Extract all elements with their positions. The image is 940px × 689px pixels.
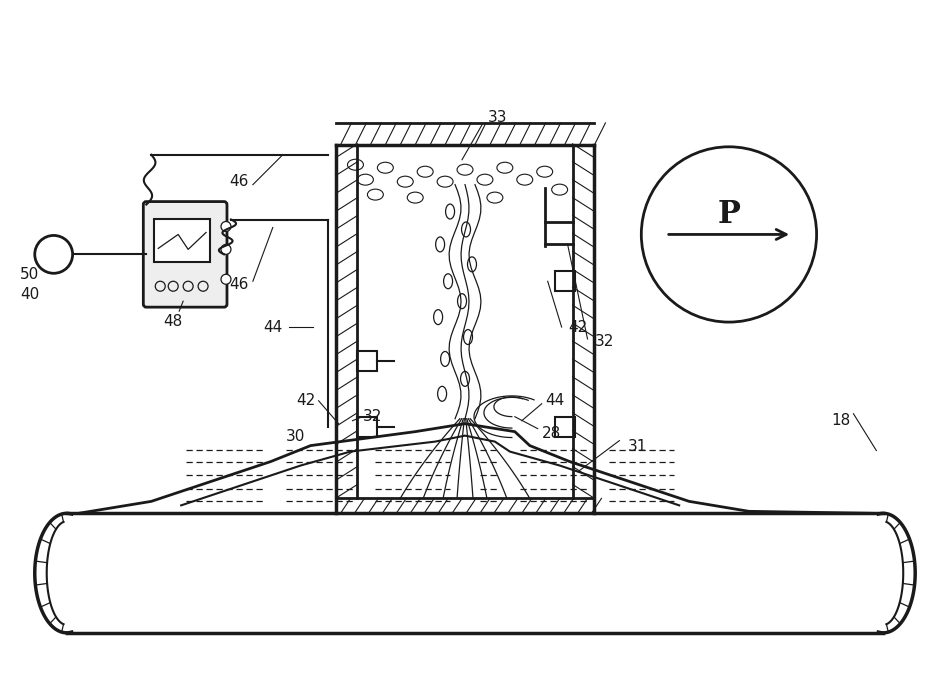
Text: P: P (717, 199, 741, 230)
Circle shape (35, 236, 72, 274)
Bar (357, 417, 377, 437)
Text: 42: 42 (568, 320, 588, 335)
Text: 31: 31 (628, 439, 647, 454)
Text: 50: 50 (20, 267, 39, 282)
Bar (555, 417, 574, 437)
Text: 30: 30 (286, 429, 306, 444)
Text: 33: 33 (488, 110, 508, 125)
Circle shape (641, 147, 817, 322)
Circle shape (221, 274, 231, 285)
Text: 46: 46 (229, 277, 248, 291)
Text: 32: 32 (363, 409, 382, 424)
Text: 18: 18 (831, 413, 850, 428)
Circle shape (221, 245, 231, 254)
Text: 32: 32 (595, 333, 614, 349)
FancyBboxPatch shape (143, 202, 227, 307)
Text: 28: 28 (541, 426, 561, 441)
Text: 40: 40 (20, 287, 39, 302)
Text: 42: 42 (296, 393, 315, 409)
Text: 44: 44 (263, 320, 282, 335)
Text: 48: 48 (164, 313, 182, 329)
Text: 46: 46 (229, 174, 248, 189)
Bar (154, 218, 210, 263)
Text: 44: 44 (545, 393, 564, 409)
Bar (555, 271, 574, 291)
Circle shape (221, 221, 231, 232)
Bar (357, 351, 377, 371)
